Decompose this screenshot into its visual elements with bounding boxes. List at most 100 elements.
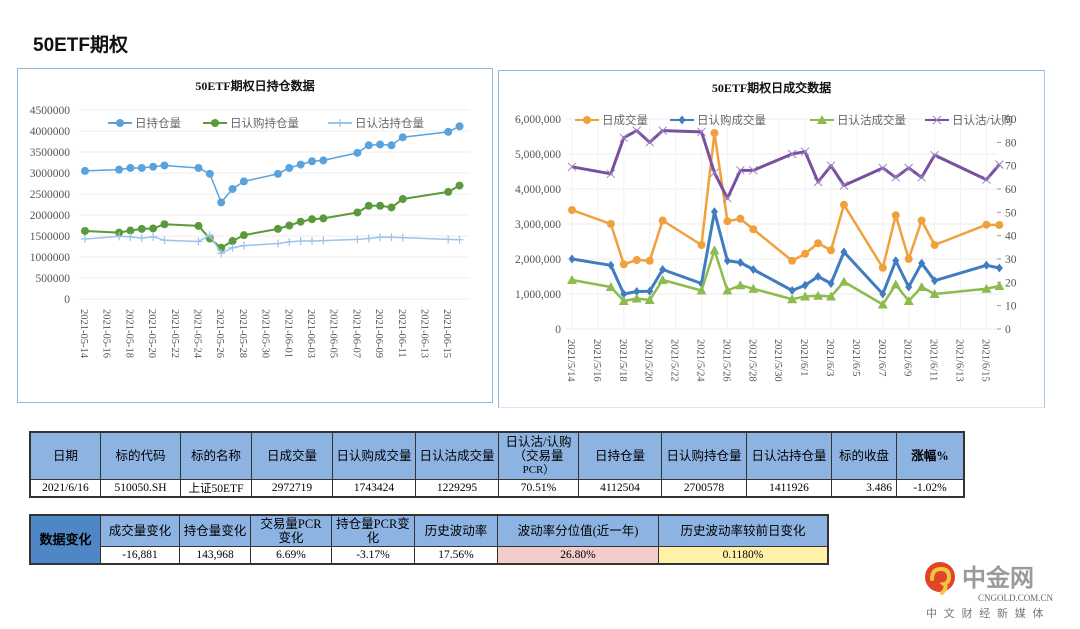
data-point bbox=[995, 263, 1003, 273]
data-point bbox=[398, 233, 407, 242]
y2-tick-label: 0 bbox=[1005, 324, 1011, 336]
data-point bbox=[905, 282, 913, 292]
header-oi-pcr-change: 持仓量PCR变 化 bbox=[331, 514, 415, 547]
logo-domain: CNGOLD.COM.CN bbox=[978, 593, 1054, 603]
legend-marker bbox=[583, 116, 591, 124]
y-tick-label: 4,000,000 bbox=[515, 184, 561, 196]
header-pcr-line1: 日认沽/认购 bbox=[505, 435, 572, 449]
volume-chart-svg: 50ETF期权日成交数据 0 1,000,000 2,000,000 3,000,000… bbox=[515, 80, 1017, 382]
data-point bbox=[801, 249, 810, 258]
header-close: 标的收盘 bbox=[831, 431, 897, 480]
chart-title: 50ETF期权日成交数据 bbox=[712, 80, 831, 95]
cell-oi-change: 143,968 bbox=[179, 546, 251, 565]
data-point bbox=[205, 231, 214, 240]
data-point bbox=[710, 129, 719, 137]
data-point bbox=[788, 286, 796, 295]
y-tick-label: 1,000,000 bbox=[515, 289, 561, 301]
series-2 bbox=[81, 181, 464, 252]
cell-volume: 2972719 bbox=[251, 479, 333, 498]
y-tick-label: 0 bbox=[64, 294, 70, 306]
data-point bbox=[126, 232, 135, 241]
data-point bbox=[877, 299, 888, 309]
x-tick-label: 2021-05-20 bbox=[146, 309, 157, 358]
data-point bbox=[710, 207, 718, 217]
x-tick-label: 2021-05-26 bbox=[214, 309, 225, 358]
data-point bbox=[376, 201, 385, 210]
x-tick-label: 2021-05-22 bbox=[169, 309, 180, 358]
legend: 日持仓量 日认购持仓量 日认沽持仓量 bbox=[108, 116, 424, 130]
data-point bbox=[982, 175, 991, 185]
data-point bbox=[891, 172, 901, 182]
y-tick-label: 5,000,000 bbox=[515, 149, 561, 161]
data-point bbox=[827, 279, 835, 288]
data-point bbox=[632, 126, 642, 136]
data-point bbox=[827, 246, 835, 255]
data-point bbox=[696, 285, 707, 295]
legend-label: 日认购成交量 bbox=[697, 113, 766, 127]
data-point bbox=[931, 276, 939, 286]
legend-label: 日认沽持仓量 bbox=[355, 116, 424, 130]
data-point bbox=[194, 163, 203, 172]
logo-name: 中金网 bbox=[962, 564, 1034, 592]
data-change-table: 数据变化 成交量变化 持仓量变化 交易量PCR 变化 持仓量PCR变 化 历史波… bbox=[29, 514, 829, 565]
data-point bbox=[606, 169, 616, 179]
data-point bbox=[748, 165, 758, 175]
data-point bbox=[364, 201, 373, 210]
y2-tick-label: 30 bbox=[1005, 254, 1017, 266]
series-4 bbox=[567, 126, 1004, 203]
header-open-interest: 日持仓量 bbox=[578, 431, 662, 480]
x-tick-label: 2021-06-13 bbox=[419, 309, 430, 358]
y-tick-label: 6,000,000 bbox=[515, 114, 561, 126]
data-point bbox=[904, 255, 913, 263]
y-tick-label: 4500000 bbox=[30, 105, 71, 117]
data-point bbox=[568, 254, 576, 264]
data-point bbox=[892, 256, 900, 266]
table-header-row: 日期 标的代码 标的名称 日成交量 日认购成交量 日认沽成交量 日认沽/认购 （… bbox=[29, 431, 965, 480]
cell-oi-pcr-change: -3.17% bbox=[331, 546, 415, 565]
x-tick-label: 2021-05-24 bbox=[192, 309, 203, 359]
data-point bbox=[840, 247, 848, 257]
data-point bbox=[149, 224, 158, 233]
x-tick-label: 2021/6/15 bbox=[979, 339, 990, 382]
legend: 日成交量 日认购成交量 日认沽成交量 日认沽/认购 bbox=[575, 113, 1013, 127]
data-point bbox=[723, 256, 731, 266]
data-point bbox=[645, 256, 654, 265]
y-tick-label: 1500000 bbox=[30, 231, 71, 243]
x-tick-label: 2021/6/13 bbox=[954, 339, 965, 382]
y2-tick-label: 10 bbox=[1005, 301, 1017, 313]
header-date: 日期 bbox=[29, 431, 101, 480]
cell-put-volume: 1229295 bbox=[415, 479, 499, 498]
data-point bbox=[722, 285, 733, 295]
header-volume-pcr-change-line2: 变化 bbox=[278, 531, 304, 545]
x-tick-label: 2021-06-09 bbox=[373, 309, 384, 358]
cell-volume-pcr-change: 6.69% bbox=[250, 546, 332, 565]
x-tick-label: 2021-06-15 bbox=[441, 309, 452, 358]
data-point bbox=[994, 280, 1005, 290]
header-change-pct: 涨幅% bbox=[896, 431, 965, 480]
cell-code: 510050.SH bbox=[100, 479, 181, 498]
data-point bbox=[904, 163, 914, 173]
data-point bbox=[814, 272, 822, 281]
data-point bbox=[749, 225, 758, 234]
data-point bbox=[149, 232, 158, 241]
legend-item: 日认购持仓量 bbox=[203, 116, 299, 130]
data-point bbox=[228, 243, 237, 252]
data-point bbox=[81, 234, 89, 243]
header-call-volume: 日认购成交量 bbox=[332, 431, 416, 480]
data-point bbox=[929, 289, 940, 298]
data-point bbox=[398, 133, 407, 142]
data-point bbox=[826, 161, 836, 171]
cell-volume-change: -16,881 bbox=[100, 546, 180, 565]
data-point bbox=[273, 169, 282, 178]
data-point bbox=[826, 291, 836, 301]
data-point bbox=[930, 241, 939, 249]
header-put-volume: 日认沽成交量 bbox=[415, 431, 499, 480]
data-point bbox=[787, 294, 798, 304]
data-point bbox=[296, 237, 305, 246]
data-point bbox=[160, 161, 169, 170]
data-point bbox=[646, 286, 654, 296]
data-point bbox=[657, 275, 668, 284]
logo-tagline: 中 文 财 经 新 媒 体 bbox=[926, 606, 1046, 620]
y-tick-label: 3,000,000 bbox=[515, 219, 561, 231]
cngold-logo-icon: 中金网 CNGOLD.COM.CN 中 文 财 经 新 媒 体 bbox=[925, 562, 1054, 620]
